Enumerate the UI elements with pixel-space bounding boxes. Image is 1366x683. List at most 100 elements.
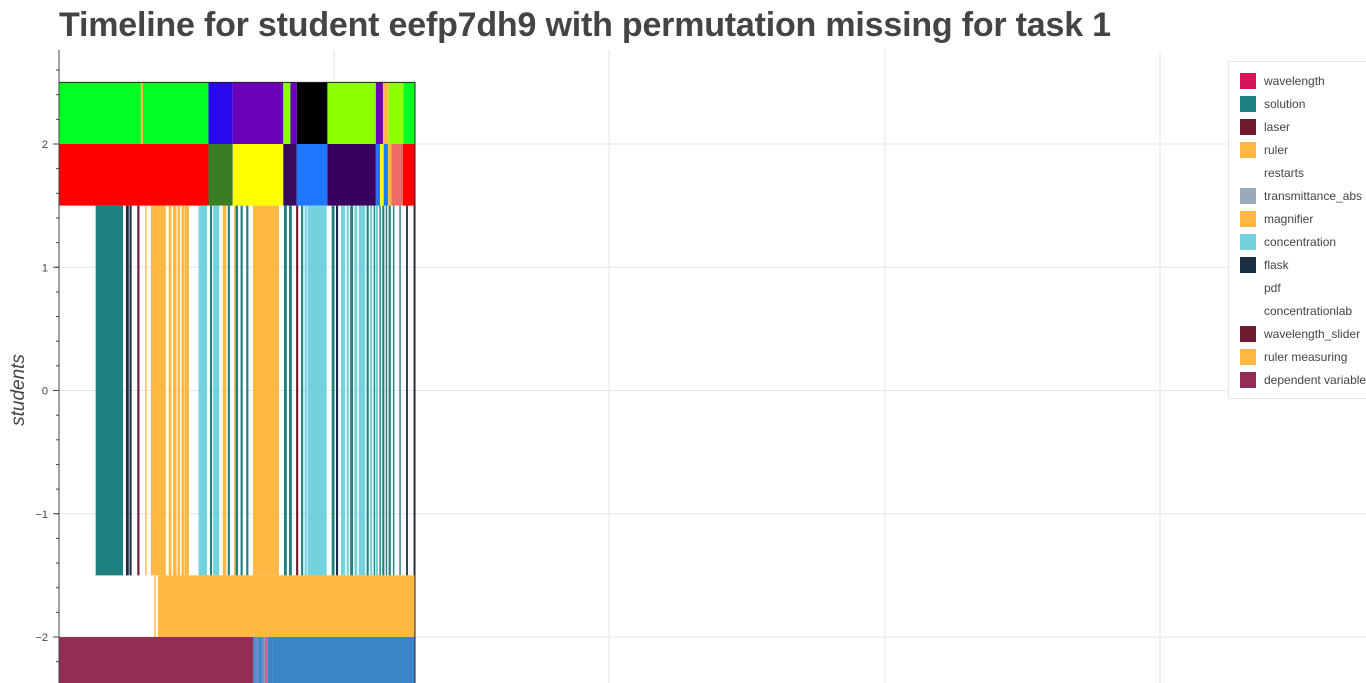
- legend-label: solution: [1264, 97, 1306, 111]
- timeline-segment-row-1-0-minus1: [366, 205, 369, 576]
- timeline-segment-row-1-0-minus1: [283, 205, 287, 576]
- legend-label: ruler: [1264, 143, 1289, 157]
- timeline-segment-row-bottom: [59, 637, 254, 683]
- legend-swatch: [1240, 372, 1256, 388]
- timeline-segment-row-1-0-minus1: [296, 205, 299, 576]
- timeline-segment-row-top: [382, 82, 389, 144]
- timeline-segment-row-1-0-minus1: [392, 205, 395, 576]
- legend-swatch: [1240, 142, 1256, 158]
- timeline-segment-row-1-0-minus1: [137, 205, 140, 576]
- timeline-segment-row-1-0-minus1: [181, 205, 185, 576]
- timeline-segment-row-2: [283, 144, 297, 206]
- timeline-segment-row-minus2: [157, 575, 415, 637]
- timeline-segment-row-1-0-minus1: [253, 205, 280, 576]
- timeline-segment-row-1-0-minus1: [184, 205, 189, 576]
- legend-swatch: [1240, 280, 1256, 296]
- legend-label: restarts: [1264, 166, 1305, 180]
- timeline-segment-row-2: [296, 144, 328, 206]
- legend-item[interactable]: flask: [1240, 256, 1289, 274]
- timeline-segment-row-2: [208, 144, 233, 206]
- legend-swatch: [1240, 73, 1256, 89]
- timeline-segment-row-bottom: [272, 637, 415, 683]
- timeline-segment-row-1-0-minus1: [388, 205, 391, 576]
- legend-label: transmittance_abs: [1264, 189, 1363, 203]
- timeline-segment-row-1-0-minus1: [172, 205, 177, 576]
- timeline-segment-row-2: [232, 144, 284, 206]
- legend-item[interactable]: laser: [1240, 118, 1290, 136]
- y-tick-label: 2: [42, 139, 48, 151]
- timeline-segment-row-2: [383, 144, 388, 206]
- timeline-segment-row-bottom: [253, 637, 256, 683]
- timeline-segment-row-top: [290, 82, 297, 144]
- timeline-segment-row-top: [208, 82, 233, 144]
- timeline-segment-row-2: [402, 144, 415, 206]
- legend-swatch: [1240, 188, 1256, 204]
- timeline-segment-row-top: [375, 82, 383, 144]
- timeline-segment-row-1-0-minus1: [340, 205, 346, 576]
- timeline-segment-row-top: [327, 82, 376, 144]
- legend-swatch: [1240, 211, 1256, 227]
- timeline-bars: [58, 81, 416, 683]
- legend-item[interactable]: pdf: [1240, 279, 1281, 297]
- timeline-segment-row-2: [391, 144, 403, 206]
- timeline-segment-row-1-0-minus1: [168, 205, 172, 576]
- legend: wavelength solution laser ruler restarts tran…: [1228, 61, 1366, 399]
- y-tick-label: −1: [35, 509, 48, 521]
- legend-item[interactable]: solution: [1240, 95, 1305, 113]
- timeline-segment-row-1-0-minus1: [198, 205, 208, 576]
- timeline-segment-row-top: [296, 82, 328, 144]
- timeline-segment-row-1-0-minus1: [358, 205, 366, 576]
- legend-label: wavelength: [1264, 74, 1325, 88]
- y-axis-label: students: [8, 354, 29, 426]
- legend-swatch: [1240, 165, 1256, 181]
- timeline-segment-row-top: [140, 82, 144, 144]
- timeline-segment-row-1-0-minus1: [145, 205, 147, 576]
- timeline-segment-row-1-0-minus1: [370, 205, 373, 576]
- legend-label: magnifier: [1264, 212, 1314, 226]
- y-tick-label: −2: [35, 632, 48, 644]
- legend-item[interactable]: transmittance_abs: [1240, 187, 1362, 205]
- legend-item[interactable]: concentration: [1240, 233, 1336, 251]
- legend-swatch: [1240, 349, 1256, 365]
- timeline-segment-row-bottom: [267, 637, 273, 683]
- timeline-segment-row-1-0-minus1: [150, 205, 166, 576]
- legend-swatch: [1240, 257, 1256, 273]
- legend-item[interactable]: wavelength: [1240, 72, 1325, 90]
- timeline-segment-row-top: [283, 82, 291, 144]
- timeline-segment-row-2: [327, 144, 376, 206]
- legend-item[interactable]: ruler: [1240, 141, 1288, 159]
- timeline-segment-row-1-0-minus1: [385, 205, 388, 576]
- timeline-segment-row-1-0-minus1: [335, 205, 339, 576]
- timeline-segment-row-1-0-minus1: [354, 205, 358, 576]
- legend-item[interactable]: concentrationlab: [1240, 302, 1352, 320]
- timeline-segment-row-1-0-minus1: [235, 205, 239, 576]
- legend-swatch: [1240, 96, 1256, 112]
- chart-title: Timeline for student eefp7dh9 with permu…: [59, 6, 1111, 44]
- legend-item[interactable]: magnifier: [1240, 210, 1313, 228]
- timeline-segment-row-1-0-minus1: [234, 205, 236, 576]
- timeline-segment-row-1-0-minus1: [288, 205, 292, 576]
- legend-item[interactable]: wavelength_slider: [1240, 325, 1360, 343]
- timeline-segment-row-1-0-minus1: [382, 205, 385, 576]
- legend-item[interactable]: ruler measuring: [1240, 348, 1347, 366]
- timeline-segment-row-1-0-minus1: [125, 205, 129, 576]
- legend-label: concentrationlab: [1264, 304, 1353, 318]
- legend-swatch: [1240, 119, 1256, 135]
- timeline-segment-row-1-0-minus1: [304, 205, 307, 576]
- legend-label: wavelength_slider: [1264, 327, 1361, 341]
- legend-swatch: [1240, 326, 1256, 342]
- legend-label: flask: [1264, 258, 1289, 272]
- legend-item[interactable]: dependent variable: [1240, 371, 1366, 389]
- timeline-segment-row-1-0-minus1: [246, 205, 249, 576]
- timeline-segment-row-1-0-minus1: [95, 205, 124, 576]
- timeline-segment-row-1-0-minus1: [375, 205, 378, 576]
- timeline-segment-row-1-0-minus1: [346, 205, 349, 576]
- timeline-segment-row-1-0-minus1: [406, 205, 408, 576]
- timeline-segment-row-top: [143, 82, 209, 144]
- timeline-segment-row-1-0-minus1: [379, 205, 381, 576]
- timeline-segment-row-2: [387, 144, 392, 206]
- legend-label: dependent variable: [1264, 373, 1366, 387]
- timeline-segment-row-1-0-minus1: [213, 205, 220, 576]
- legend-item[interactable]: restarts: [1240, 164, 1304, 182]
